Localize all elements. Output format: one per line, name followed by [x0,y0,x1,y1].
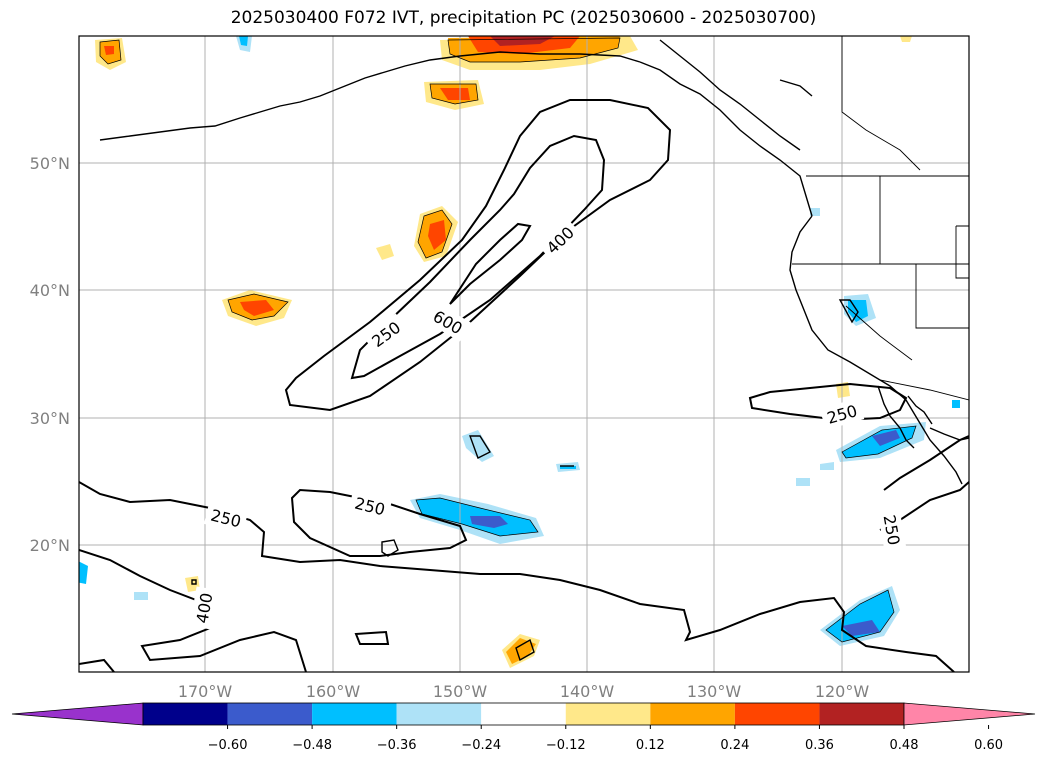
colorbar-segment [650,703,735,725]
lat-tick-label: 40°N [30,281,70,300]
colorbar-tick-label: 0.60 [974,738,1003,753]
contour-labels: 250 400 600 250 250 250 250 400 [189,218,907,630]
colorbar-segment [312,703,397,725]
precip-negative-shading [79,36,960,646]
colorbar-segment [734,703,820,725]
colorbar-segment [143,703,228,725]
lat-tick-label: 20°N [30,536,70,555]
colorbar-segment [227,703,313,725]
colorbar-tick-label: 0.24 [720,738,749,753]
colorbar-tick-label: −0.60 [208,738,248,753]
coastlines [99,39,969,662]
map-frame [78,35,970,673]
colorbar-segment [396,703,482,725]
colorbar-extend-left [11,702,144,726]
precip-outlines [99,37,917,643]
gridlines [79,36,969,672]
precip-positive-shading [95,36,912,668]
lon-tick-label: 130°W [687,682,742,701]
colorbar-segment [565,703,651,725]
lon-tick-label: 120°W [815,682,870,701]
lon-tick-label: 170°W [178,682,233,701]
colorbar-tick-label: 0.36 [805,738,834,753]
lat-tick-label: 50°N [30,154,70,173]
contour-label: 250 [825,401,860,428]
colorbar-tick-label: 0.12 [636,738,665,753]
colorbar-ticks: −0.60 −0.48 −0.36 −0.24 −0.12 0.12 0.24 0.36 0.4… [208,725,1003,753]
colorbar-tick-label: 0.48 [890,738,919,753]
political-borders [792,36,969,401]
colorbar: −0.60 −0.48 −0.36 −0.24 −0.12 0.12 0.24 0.36 0.4… [11,702,1036,753]
lon-tick-labels: 170°W 160°W 150°W 140°W 130°W 120°W [178,682,870,701]
lon-tick-label: 160°W [306,682,361,701]
contour-label: 250 [353,494,387,520]
colorbar-extend-right [903,702,1036,726]
map-title: 2025030400 F072 IVT, precipitation PC (2… [230,8,817,28]
contour-label: 250 [209,506,243,532]
colorbar-tick-label: −0.12 [546,738,586,753]
colorbar-tick-label: −0.48 [292,738,332,753]
lon-tick-label: 140°W [560,682,615,701]
map-area: 250 400 600 250 250 250 250 400 [79,36,969,672]
lon-tick-label: 150°W [433,682,488,701]
colorbar-segment [819,703,904,725]
lat-tick-labels: 50°N 40°N 30°N 20°N [30,154,70,555]
colorbar-segment [481,703,566,725]
colorbar-tick-label: −0.36 [377,738,417,753]
colorbar-tick-label: −0.24 [461,738,501,753]
lat-tick-label: 30°N [30,409,70,428]
colorbar-segments [142,702,905,726]
ivt-contours [79,99,969,672]
